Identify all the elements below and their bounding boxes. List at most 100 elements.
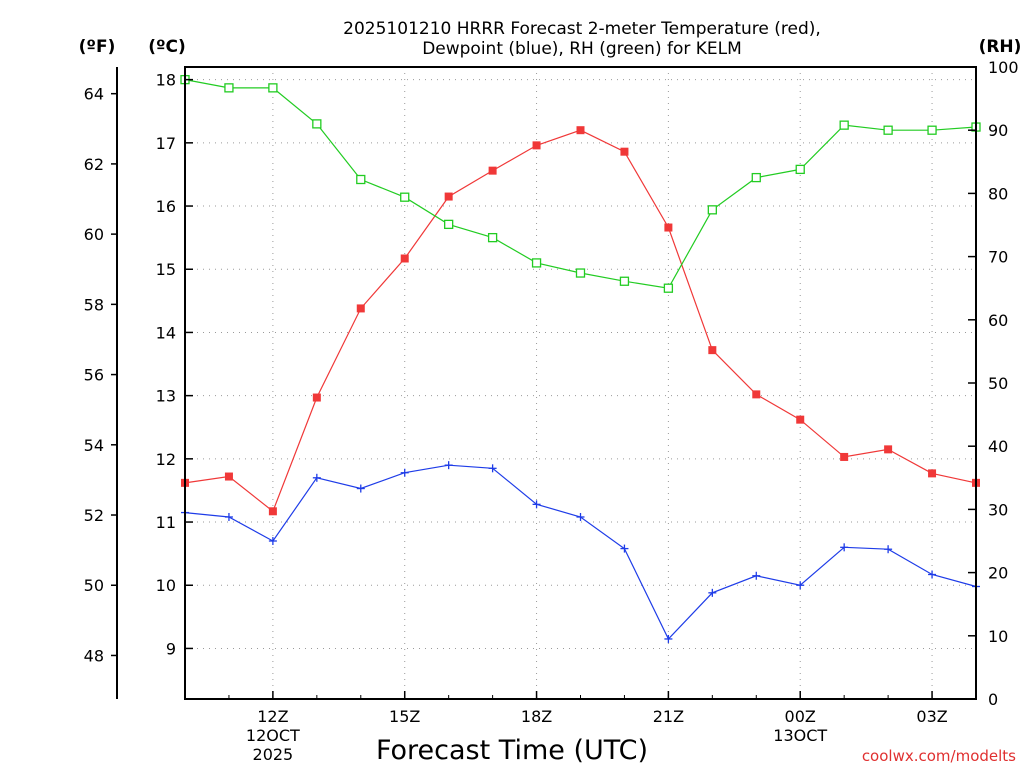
x-tick-label: 12Z bbox=[257, 707, 288, 726]
temperature-point bbox=[620, 147, 629, 156]
celsius-tick-label: 16 bbox=[156, 197, 176, 216]
temperature-point bbox=[488, 166, 497, 175]
temperature-point bbox=[444, 192, 453, 201]
temperature-point bbox=[840, 452, 849, 461]
rh-point bbox=[444, 219, 454, 230]
temperature-point bbox=[400, 254, 409, 263]
temperature-point bbox=[356, 304, 365, 313]
rh-tick-label: 80 bbox=[988, 184, 1008, 203]
rh-point bbox=[356, 174, 366, 185]
x-tick-label: 03Z bbox=[916, 707, 947, 726]
fahrenheit-tick-label: 62 bbox=[84, 155, 104, 174]
x-tick-label: 18Z bbox=[521, 707, 552, 726]
rh-point bbox=[927, 125, 937, 135]
fahrenheit-unit-label: (ºF) bbox=[79, 37, 116, 57]
rh-tick-label: 90 bbox=[988, 121, 1008, 140]
rh-tick-label: 0 bbox=[988, 690, 998, 709]
rh-point bbox=[400, 192, 410, 202]
dewpoint-point bbox=[532, 500, 541, 509]
credit-link[interactable]: coolwx.com/modelts bbox=[862, 747, 1016, 765]
rh-tick-label: 70 bbox=[988, 248, 1008, 267]
rh-point bbox=[487, 232, 498, 243]
celsius-tick-label: 17 bbox=[156, 134, 176, 153]
temperature-point bbox=[224, 472, 233, 481]
dewpoint-point bbox=[620, 544, 629, 553]
dewpoint-point bbox=[576, 512, 585, 521]
rh-point bbox=[795, 164, 805, 175]
temperature-point bbox=[532, 141, 541, 150]
rh-point bbox=[268, 83, 278, 93]
fahrenheit-tick-label: 60 bbox=[84, 225, 104, 244]
chart-subtitle: Dewpoint (blue), RH (green) for KELM bbox=[422, 39, 742, 59]
rh-point bbox=[531, 258, 542, 268]
celsius-tick-label: 15 bbox=[156, 260, 176, 279]
temperature-line bbox=[184, 129, 977, 513]
celsius-tick-label: 12 bbox=[156, 450, 176, 469]
grid-lines bbox=[185, 67, 976, 699]
dewpoint-point bbox=[268, 537, 277, 545]
fahrenheit-tick-label: 48 bbox=[84, 646, 104, 665]
rh-tick-label: 10 bbox=[988, 627, 1008, 646]
rh-tick-label: 50 bbox=[988, 374, 1008, 393]
dewpoint-point bbox=[356, 484, 365, 493]
celsius-tick-label: 18 bbox=[156, 71, 176, 90]
rh-tick-label: 30 bbox=[988, 500, 1008, 519]
x-tick-label: 2025 bbox=[253, 745, 294, 764]
x-tick-label: 21Z bbox=[653, 707, 684, 726]
celsius-tick-label: 11 bbox=[156, 513, 176, 532]
fahrenheit-tick-label: 64 bbox=[84, 85, 104, 104]
temperature-point bbox=[884, 445, 893, 454]
dewpoint-point bbox=[708, 588, 717, 597]
rh-unit-label: (RH) bbox=[979, 37, 1022, 57]
temperature-point bbox=[268, 507, 277, 516]
rh-point bbox=[707, 205, 717, 215]
temperature-point bbox=[576, 126, 585, 135]
dewpoint-point bbox=[224, 512, 233, 521]
rh-point bbox=[839, 120, 849, 130]
rh-tick-label: 60 bbox=[988, 311, 1008, 330]
dewpoint-line bbox=[184, 464, 977, 641]
x-tick-label: 13OCT bbox=[773, 726, 827, 745]
rh-point bbox=[663, 283, 674, 293]
rh-point bbox=[575, 268, 586, 278]
temperature-point bbox=[796, 415, 805, 424]
chart-title: 2025101210 HRRR Forecast 2-meter Tempera… bbox=[343, 19, 821, 39]
fahrenheit-tick-label: 52 bbox=[84, 506, 104, 525]
fahrenheit-tick-label: 58 bbox=[84, 295, 104, 314]
fahrenheit-tick-label: 50 bbox=[84, 576, 104, 595]
temperature-point bbox=[752, 390, 761, 399]
dewpoint-point bbox=[884, 545, 893, 554]
dewpoint-point bbox=[444, 461, 453, 470]
celsius-tick-label: 13 bbox=[156, 387, 176, 406]
rh-tick-label: 20 bbox=[988, 564, 1008, 583]
data-series bbox=[180, 74, 981, 643]
rh-point bbox=[751, 172, 761, 183]
fahrenheit-tick-label: 56 bbox=[84, 366, 104, 385]
dewpoint-point bbox=[488, 464, 497, 473]
rh-point bbox=[224, 83, 234, 93]
fahrenheit-tick-label: 54 bbox=[84, 436, 104, 455]
celsius-tick-label: 10 bbox=[156, 576, 176, 595]
dewpoint-point bbox=[796, 581, 805, 590]
temperature-point bbox=[928, 469, 937, 478]
dewpoint-point bbox=[840, 543, 849, 552]
dewpoint-point bbox=[752, 571, 761, 580]
rh-point bbox=[619, 276, 630, 286]
x-axis-title: Forecast Time (UTC) bbox=[376, 735, 648, 766]
dewpoint-point bbox=[664, 634, 673, 643]
x-tick-label: 00Z bbox=[785, 707, 816, 726]
celsius-unit-label: (ºC) bbox=[148, 37, 186, 57]
temperature-point bbox=[312, 393, 321, 402]
x-tick-label: 15Z bbox=[389, 707, 420, 726]
temperature-point bbox=[664, 223, 673, 232]
rh-tick-label: 40 bbox=[988, 437, 1008, 456]
rh-point bbox=[883, 125, 893, 135]
celsius-tick-label: 9 bbox=[166, 639, 176, 658]
dewpoint-point bbox=[312, 473, 321, 482]
temperature-point bbox=[708, 346, 717, 355]
x-tick-label: 12OCT bbox=[246, 726, 300, 745]
dewpoint-point bbox=[400, 468, 409, 477]
dewpoint-point bbox=[928, 570, 937, 579]
